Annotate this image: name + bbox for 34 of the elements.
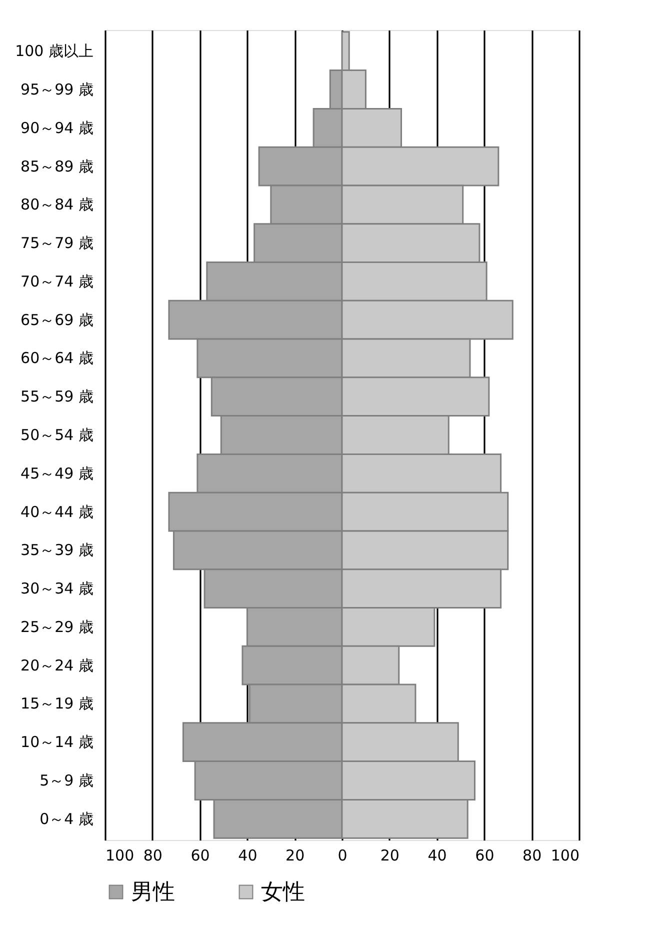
y-tick-label: 15～19 歳 (20, 694, 94, 713)
y-tick-label: 25～29 歳 (20, 618, 94, 636)
y-tick-label: 55～59 歳 (20, 388, 94, 406)
y-tick-label: 100 歳以上 (15, 42, 94, 60)
x-tick-label: 60 (475, 846, 494, 864)
y-tick-label: 80～84 歳 (20, 196, 94, 214)
y-tick-label: 60～64 歳 (20, 349, 94, 368)
y-tick-label: 0～4 歳 (40, 810, 94, 828)
x-tick-label: 0 (338, 846, 348, 864)
y-tick-label: 35～39 歳 (20, 541, 94, 560)
y-tick-label: 40～44 歳 (20, 502, 94, 521)
x-tick-label: 20 (286, 846, 305, 864)
y-tick-label: 95～99 歳 (20, 80, 94, 98)
y-tick-label: 10～14 歳 (20, 733, 94, 752)
y-tick-label: 5～9 歳 (40, 772, 94, 790)
x-tick-label: 100 (550, 846, 580, 864)
y-tick-label: 65～69 歳 (20, 310, 94, 329)
y-tick-label: 85～89 歳 (20, 157, 94, 176)
y-tick-label: 90～94 歳 (20, 118, 94, 137)
legend-label: 女性 (261, 880, 305, 905)
legend-label: 男性 (131, 880, 175, 905)
x-tick-label: 100 (106, 846, 134, 864)
x-tick-label: 80 (522, 846, 542, 864)
x-tick-label: 20 (380, 846, 400, 864)
y-tick-label: 75～79 歳 (20, 234, 94, 252)
x-tick-label: 60 (190, 846, 210, 864)
y-tick-label: 50～54 歳 (20, 426, 94, 444)
y-tick-label: 20～24 歳 (20, 656, 94, 674)
x-tick-label: 40 (428, 846, 447, 864)
y-tick-label: 30～34 歳 (20, 580, 94, 598)
x-tick-label: 80 (143, 846, 162, 864)
x-tick-label: 40 (238, 846, 258, 864)
y-tick-label: 45～49 歳 (20, 464, 94, 482)
y-tick-label: 70～74 歳 (20, 272, 94, 290)
